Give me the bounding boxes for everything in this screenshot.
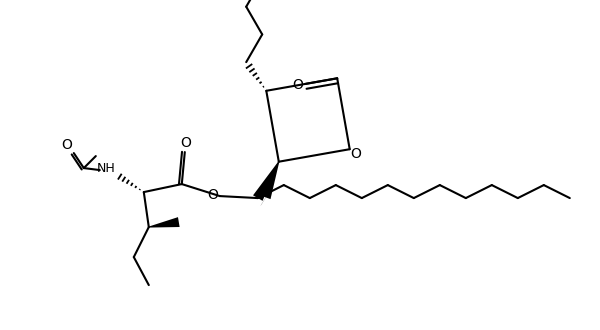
Polygon shape — [261, 161, 279, 199]
Text: O: O — [61, 138, 72, 152]
Polygon shape — [253, 161, 279, 201]
Text: O: O — [350, 147, 361, 161]
Text: O: O — [292, 78, 303, 92]
Text: O: O — [208, 188, 218, 202]
Polygon shape — [149, 217, 179, 228]
Text: NH: NH — [97, 162, 115, 175]
Text: O: O — [181, 136, 191, 150]
